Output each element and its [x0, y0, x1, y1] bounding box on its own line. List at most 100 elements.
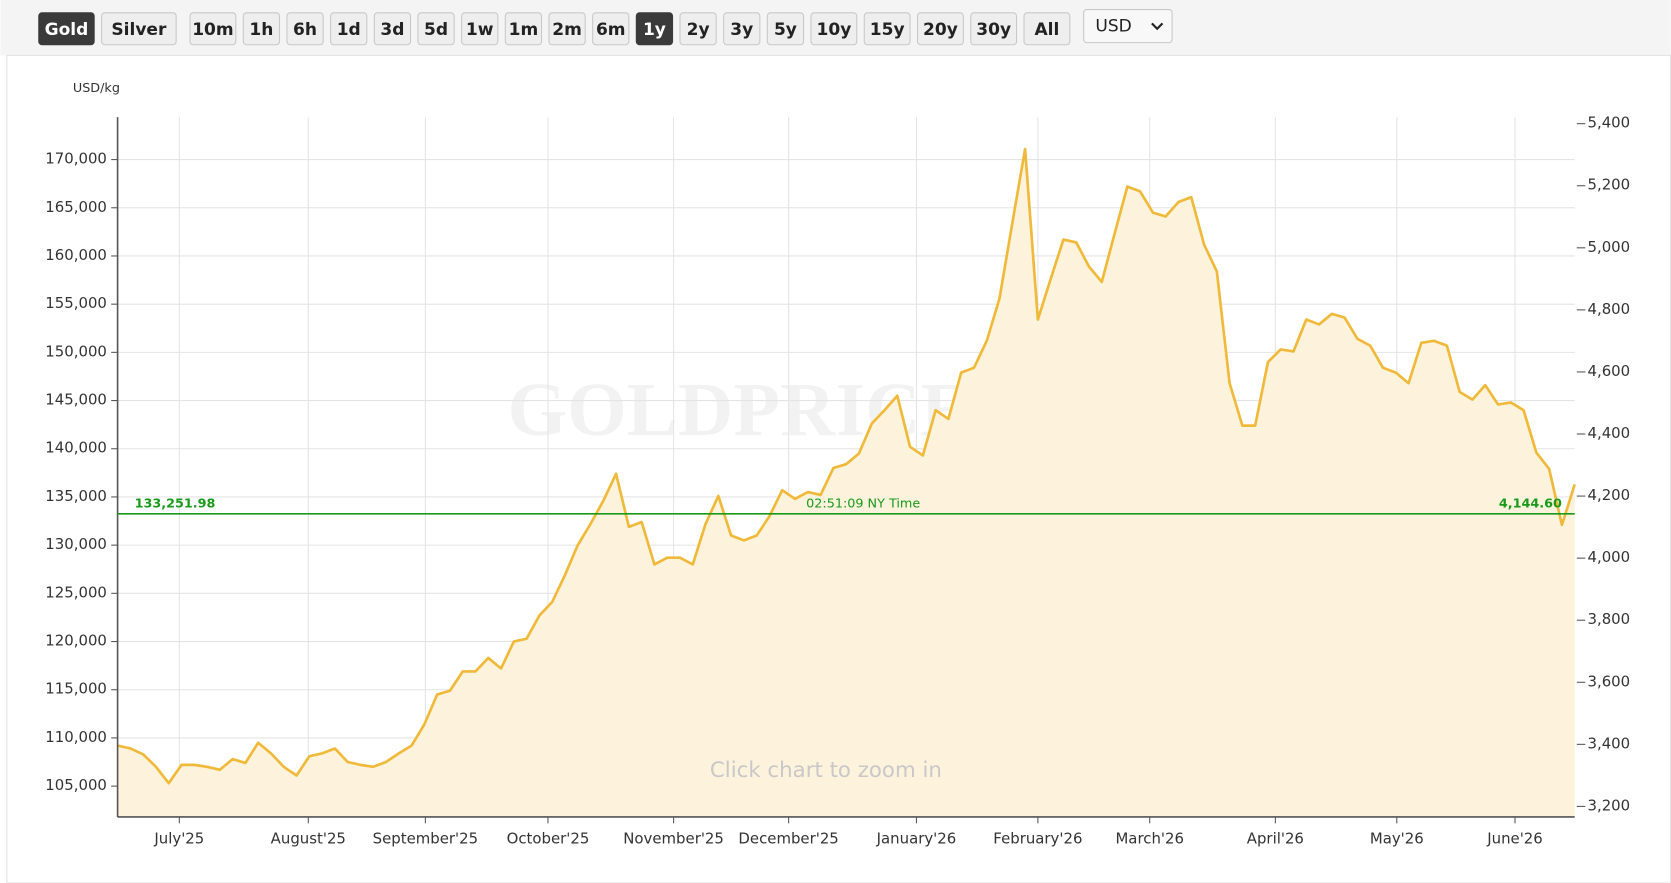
button[interactable]: 5d [417, 12, 455, 46]
y2-tick-label: 3,600 [1587, 672, 1630, 690]
y-tick-label: 135,000 [45, 487, 107, 505]
y2-tick-label: 4,000 [1587, 548, 1630, 566]
button[interactable]: 10y [810, 12, 858, 46]
y-tick-label: 140,000 [45, 439, 107, 457]
button-label: 2m [552, 20, 582, 40]
button[interactable]: 6m [592, 12, 630, 46]
y2-tick-label: 4,200 [1587, 486, 1630, 504]
button[interactable]: 2y [679, 12, 717, 46]
select-arrow [1151, 22, 1164, 31]
button-label: 1d [337, 20, 361, 40]
x-tick-label: November'25 [623, 829, 724, 847]
button-label: 20y [923, 20, 958, 40]
button[interactable]: 1d [330, 12, 368, 46]
button-face [916, 12, 964, 46]
button-face [635, 12, 674, 46]
button[interactable]: 5y [766, 12, 805, 46]
y-tick-label: 170,000 [45, 150, 107, 168]
button[interactable]: Gold [38, 12, 95, 46]
y2-tick-label: 3,400 [1587, 734, 1630, 752]
y-tick-label: 160,000 [45, 246, 107, 264]
price-line [117, 147, 1576, 785]
button-face [417, 12, 455, 46]
button[interactable]: 1h [242, 12, 281, 46]
button-face [810, 12, 858, 46]
y2-tick-label: 4,600 [1587, 362, 1630, 380]
button-label: 3y [730, 20, 753, 40]
y2-tick-label: 4,800 [1587, 300, 1630, 318]
y-axis-label: USD/kg [73, 81, 120, 96]
y-tick-label: 155,000 [45, 294, 107, 312]
button-face [38, 12, 95, 46]
area-fill [117, 149, 1575, 817]
y-tick-label: 125,000 [45, 583, 107, 601]
x-tick-label: April'26 [1247, 829, 1304, 847]
button-face [679, 12, 717, 46]
button-label: All [1035, 20, 1060, 40]
y-tick-label: 165,000 [45, 198, 107, 216]
button-face [766, 12, 805, 46]
y-tick-label: 105,000 [45, 776, 107, 794]
currency-select[interactable]: USD [1083, 9, 1173, 44]
button-face [461, 12, 499, 46]
button[interactable]: All [1023, 12, 1071, 46]
button-face [863, 12, 911, 46]
x-tick-label: May'26 [1370, 829, 1424, 847]
x-tick-label: February'26 [993, 829, 1082, 847]
button[interactable]: 3y [723, 12, 761, 46]
x-tick-label: December'25 [738, 829, 838, 847]
button-label: 6m [596, 20, 626, 40]
select-value: USD [1095, 17, 1131, 37]
button[interactable]: 10m [189, 12, 237, 46]
x-tick-label: March'26 [1115, 829, 1184, 847]
y-tick-label: 145,000 [45, 391, 107, 409]
button-label: 1m [509, 20, 539, 40]
button[interactable]: 6h [286, 12, 324, 46]
button-label: 5y [774, 20, 797, 40]
button-label: Gold [45, 20, 89, 40]
reference-label: 133,251.98 [135, 497, 216, 512]
x-tick-label: October'25 [507, 829, 590, 847]
button-face [330, 12, 368, 46]
button[interactable]: 2m [548, 12, 586, 46]
button[interactable]: Silver [101, 12, 177, 46]
y2-tick-label: 4,400 [1587, 424, 1630, 442]
x-tick-label: August'25 [271, 829, 346, 847]
button-label: 15y [870, 20, 905, 40]
y-tick-label: 110,000 [45, 728, 107, 746]
zoom-hint[interactable]: Click chart to zoom in [710, 758, 942, 783]
button[interactable]: 1m [504, 12, 543, 46]
x-tick-label: January'26 [876, 829, 957, 847]
x-tick-label: June'26 [1486, 829, 1543, 847]
button-label: 10m [192, 20, 233, 40]
button-face [373, 12, 412, 46]
button[interactable]: 1y [635, 12, 674, 46]
button-label: 5d [424, 20, 448, 40]
select-box [1083, 9, 1173, 44]
button-face [592, 12, 630, 46]
button-label: 10y [816, 20, 851, 40]
reference-time: 02:51:09 NY Time [806, 497, 920, 512]
button-face [1023, 12, 1071, 46]
y-tick-label: 150,000 [45, 342, 107, 360]
button-face [101, 12, 177, 46]
y2-tick-label: 5,000 [1587, 238, 1630, 256]
y2-tick-label: 5,400 [1587, 114, 1630, 132]
button-face [286, 12, 324, 46]
button-label: 3d [380, 20, 404, 40]
button[interactable]: 30y [970, 12, 1018, 46]
button-label: 1w [466, 20, 494, 40]
button-face [242, 12, 281, 46]
button-label: 1y [643, 20, 666, 40]
button-face [504, 12, 543, 46]
button-face [189, 12, 237, 46]
y-tick-label: 130,000 [45, 535, 107, 553]
y2-tick-label: 5,200 [1587, 176, 1630, 194]
button-face [548, 12, 586, 46]
button-label: 30y [976, 20, 1011, 40]
button[interactable]: 1w [461, 12, 499, 46]
y2-tick-label: 3,800 [1587, 610, 1630, 628]
button[interactable]: 20y [916, 12, 964, 46]
button[interactable]: 3d [373, 12, 412, 46]
button[interactable]: 15y [863, 12, 911, 46]
